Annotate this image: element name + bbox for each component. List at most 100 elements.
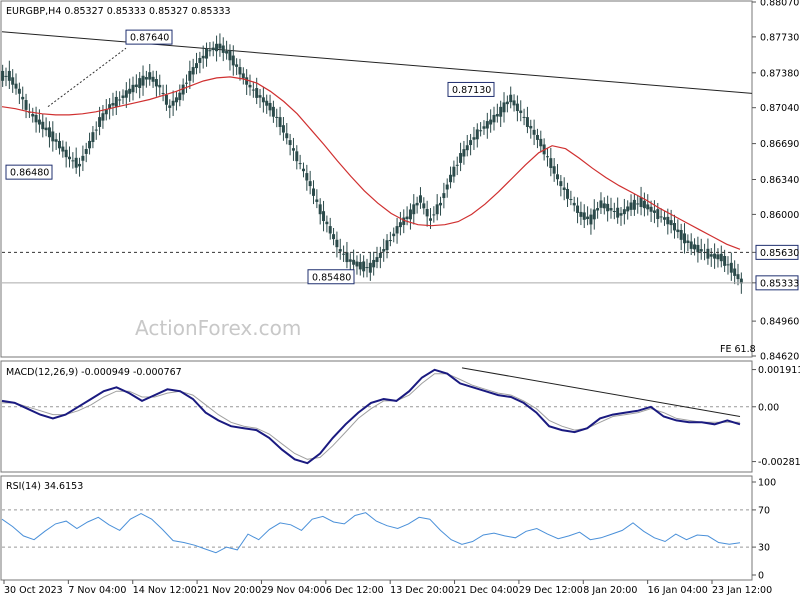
candle-body <box>482 126 486 129</box>
candle-body <box>502 102 506 113</box>
candle-body <box>529 125 533 129</box>
candle-body <box>14 83 18 89</box>
macd-panel <box>0 360 753 473</box>
candle-body <box>261 97 265 103</box>
candle-body <box>475 129 479 140</box>
candle-body <box>54 139 58 142</box>
candle-body <box>228 50 232 61</box>
candle-body <box>271 106 275 117</box>
candle-body <box>515 103 519 112</box>
candle-body <box>683 233 687 244</box>
candle-body <box>291 148 295 151</box>
price-annotation-label: 0.86480 <box>10 168 49 179</box>
candle-body <box>318 204 322 215</box>
candle-body <box>579 211 583 217</box>
candle-body <box>241 73 245 79</box>
candle-body <box>352 259 356 265</box>
candle-body <box>469 140 473 146</box>
candle-body <box>649 206 653 212</box>
candle-body <box>138 78 142 88</box>
candle-body <box>68 156 72 160</box>
time-tick-label: 14 Nov 12:00 <box>133 585 197 596</box>
price-annotation-box <box>307 269 355 285</box>
price-tick-label: 0.86340 <box>760 175 799 186</box>
candle-body <box>455 164 459 166</box>
price-tick-label: 0.86000 <box>760 210 799 221</box>
time-tick-label: 21 Dec 04:00 <box>455 585 519 596</box>
candle-body <box>235 64 239 67</box>
watermark: ActionForex.com <box>135 316 301 340</box>
candle-body <box>706 248 710 259</box>
candle-body <box>415 202 419 206</box>
candle-body <box>154 79 158 87</box>
candle-body <box>418 195 422 203</box>
candle-body <box>509 94 513 103</box>
candle-body <box>539 138 543 147</box>
candle-body <box>128 88 132 94</box>
candle-body <box>124 90 128 98</box>
candle-body <box>305 173 309 181</box>
candle-body <box>17 88 21 94</box>
price-tick-label: 0.87380 <box>760 68 799 79</box>
candle-body <box>556 174 560 180</box>
candle-body <box>338 249 342 252</box>
candle-body <box>375 257 379 263</box>
candle-body <box>549 158 553 169</box>
candle-body <box>131 84 135 93</box>
candle-body <box>342 253 346 255</box>
candle-body <box>151 76 155 82</box>
macd-tick-label: -0.002816 <box>758 457 800 468</box>
candle-body <box>368 262 372 273</box>
candle-body <box>485 121 489 129</box>
candle-body <box>158 84 162 88</box>
candle-body <box>57 140 61 149</box>
candle-body <box>512 100 516 106</box>
candle-body <box>188 70 192 81</box>
candle-body <box>686 240 690 243</box>
candle-body <box>144 77 148 80</box>
price-tick-label: 0.85630 <box>760 248 799 259</box>
candle-body <box>382 249 386 252</box>
candle-body <box>636 203 640 205</box>
candle-body <box>442 193 446 199</box>
candle-body <box>606 203 610 212</box>
candle-body <box>98 117 102 127</box>
candle-body <box>275 116 279 118</box>
price-tick-box <box>755 275 799 291</box>
candle-body <box>689 241 693 249</box>
price-tick-label: 0.87730 <box>760 32 799 43</box>
time-tick-label: 16 Jan 04:00 <box>648 585 708 596</box>
moving-average <box>1 76 741 250</box>
candle-body <box>629 202 633 210</box>
candle-body <box>328 226 332 234</box>
candle-body <box>4 75 8 77</box>
candle-body <box>315 199 319 202</box>
price-scale: 0.88070 0.87730 0.87380 0.87040 0.86690 0.863… <box>752 0 799 363</box>
candle-body <box>298 163 302 165</box>
candle-body <box>225 51 229 54</box>
candle-body <box>51 131 55 142</box>
candle-body <box>669 220 673 226</box>
price-annotations: 0.87640 0.86480 0.85480 0.87130 <box>5 29 495 285</box>
price-tick-label: 0.88070 <box>760 0 799 9</box>
candle-body <box>288 140 292 146</box>
price-annotation-label: 0.87130 <box>452 85 491 96</box>
price-annotation-box <box>447 81 495 97</box>
candle-body <box>552 166 556 174</box>
candle-body <box>161 92 165 94</box>
candle-body <box>281 125 285 133</box>
time-tick-label: 30 Oct 2023 <box>4 585 63 596</box>
candle-body <box>395 226 399 234</box>
candle-body <box>713 253 717 259</box>
candle-body <box>184 82 188 84</box>
candle-body <box>452 166 456 177</box>
candle-body <box>148 72 152 80</box>
candle-body <box>88 140 92 149</box>
candle-body <box>215 43 219 52</box>
candle-body <box>472 137 476 140</box>
price-annotation-box <box>5 164 53 180</box>
candle-body <box>693 244 697 250</box>
time-tick-label: 8 Jan 20:00 <box>583 585 637 596</box>
candle-body <box>218 43 222 49</box>
